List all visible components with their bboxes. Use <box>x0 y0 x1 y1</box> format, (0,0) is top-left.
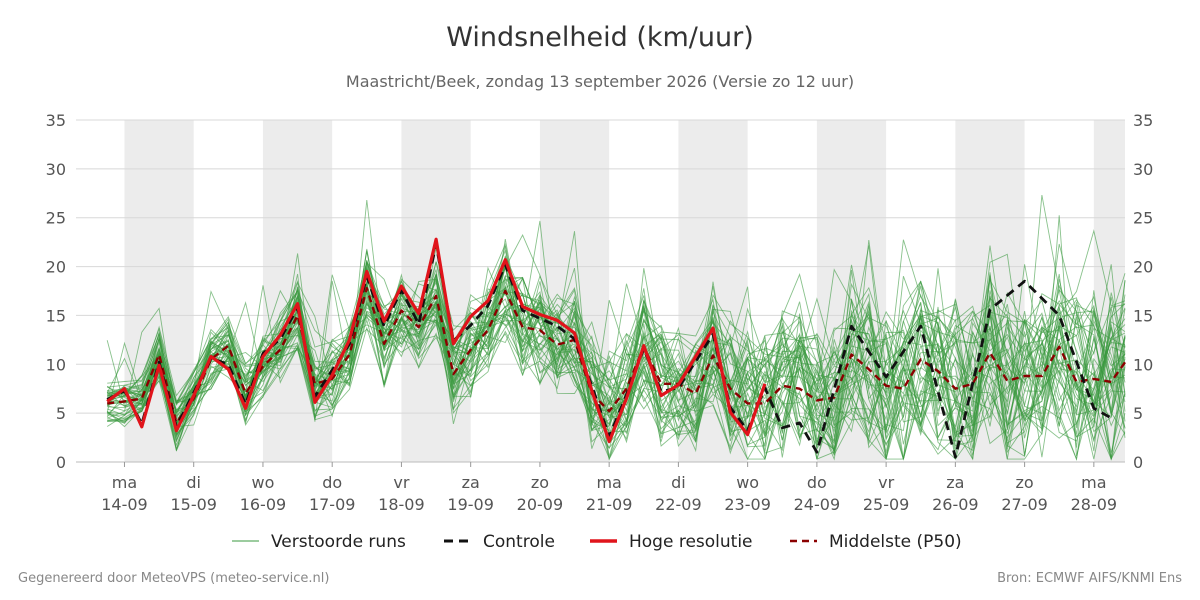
ensemble-run-line <box>107 239 1126 456</box>
x-tick-day: ma <box>112 473 137 492</box>
x-tick-day: di <box>186 473 201 492</box>
ensemble-lines <box>106 195 1126 461</box>
x-tick-date: 15-09 <box>170 495 217 514</box>
ensemble-run-line <box>107 245 1126 436</box>
x-tick-day: do <box>807 473 827 492</box>
x-tick-date: 25-09 <box>863 495 910 514</box>
x-axis: ma 14-09 di 15-09 wo 16-09 do 17-09 vr 18-09 za 19-… <box>101 462 1117 514</box>
y-axis-left: 0 5 10 15 20 25 30 35 <box>46 111 66 472</box>
x-tick-day: wo <box>252 473 275 492</box>
y-tick-label-left: 30 <box>46 160 66 179</box>
y-tick-label-right: 10 <box>1133 355 1153 374</box>
y-tick-label-right: 15 <box>1133 306 1153 325</box>
x-tick-day: wo <box>736 473 759 492</box>
x-tick-date: 28-09 <box>1071 495 1118 514</box>
x-tick-day: zo <box>531 473 549 492</box>
legend-label: Hoge resolutie <box>629 532 753 552</box>
median-line <box>107 286 1126 425</box>
ensemble-run-line <box>107 248 1126 433</box>
ensemble-run-line <box>107 264 1126 460</box>
ensemble-run-line <box>107 264 1126 449</box>
ensemble-run-line <box>107 265 1126 457</box>
generated-by: Gegenereerd door MeteoVPS (meteo-service… <box>18 571 330 586</box>
legend-label: Middelste (P50) <box>829 532 962 552</box>
x-tick-day: za <box>946 473 964 492</box>
y-tick-label-left: 20 <box>46 258 66 277</box>
legend-label: Controle <box>483 532 555 552</box>
x-tick-date: 23-09 <box>724 495 771 514</box>
chart-title: Windsnelheid (km/uur) <box>446 22 754 53</box>
x-tick-day: do <box>322 473 342 492</box>
ensemble-run-line <box>107 267 1126 461</box>
x-tick-date: 24-09 <box>794 495 841 514</box>
y-tick-label-right: 25 <box>1133 209 1153 228</box>
y-tick-label-left: 5 <box>56 404 66 423</box>
legend: Verstoorde runs Controle Hoge resolutie Mid… <box>232 532 962 552</box>
y-tick-label-right: 0 <box>1133 453 1143 472</box>
x-tick-date: 26-09 <box>932 495 979 514</box>
ensemble-run-line <box>106 268 1126 460</box>
x-tick-date: 27-09 <box>1001 495 1048 514</box>
x-tick-day: zo <box>1016 473 1034 492</box>
y-tick-label-left: 15 <box>46 306 66 325</box>
x-tick-date: 20-09 <box>517 495 564 514</box>
x-tick-date: 16-09 <box>240 495 287 514</box>
legend-label: Verstoorde runs <box>271 532 406 552</box>
y-tick-label-right: 30 <box>1133 160 1153 179</box>
high-res-line <box>106 237 767 444</box>
ensemble-run-line <box>107 242 1126 447</box>
y-tick-label-right: 20 <box>1133 258 1153 277</box>
x-tick-date: 21-09 <box>586 495 633 514</box>
y-tick-label-left: 10 <box>46 355 66 374</box>
y-tick-label-left: 25 <box>46 209 66 228</box>
y-tick-label-left: 0 <box>56 453 66 472</box>
ensemble-run-line <box>107 239 1126 438</box>
x-tick-date: 22-09 <box>655 495 702 514</box>
x-tick-day: ma <box>596 473 621 492</box>
x-tick-date: 18-09 <box>378 495 425 514</box>
x-tick-day: vr <box>393 473 409 492</box>
control-line <box>106 242 1112 459</box>
x-tick-day: vr <box>878 473 894 492</box>
x-tick-day: di <box>671 473 686 492</box>
x-tick-date: 17-09 <box>309 495 356 514</box>
y-tick-label-right: 35 <box>1133 111 1153 130</box>
y-tick-label-right: 5 <box>1133 404 1143 423</box>
x-tick-date: 14-09 <box>101 495 148 514</box>
x-tick-day: za <box>462 473 480 492</box>
ensemble-run-line <box>107 231 1126 461</box>
main-series-lines <box>106 237 1126 459</box>
data-source: Bron: ECMWF AIFS/KNMI Ens <box>997 571 1182 586</box>
chart-subtitle: Maastricht/Beek, zondag 13 september 202… <box>345 72 855 91</box>
ensemble-run-line <box>107 253 1126 461</box>
x-tick-day: ma <box>1081 473 1106 492</box>
y-axis-right: 0 5 10 15 20 25 30 35 <box>1133 111 1153 472</box>
y-tick-label-left: 35 <box>46 111 66 130</box>
x-tick-date: 19-09 <box>447 495 494 514</box>
ensemble-run-line <box>107 283 1126 434</box>
